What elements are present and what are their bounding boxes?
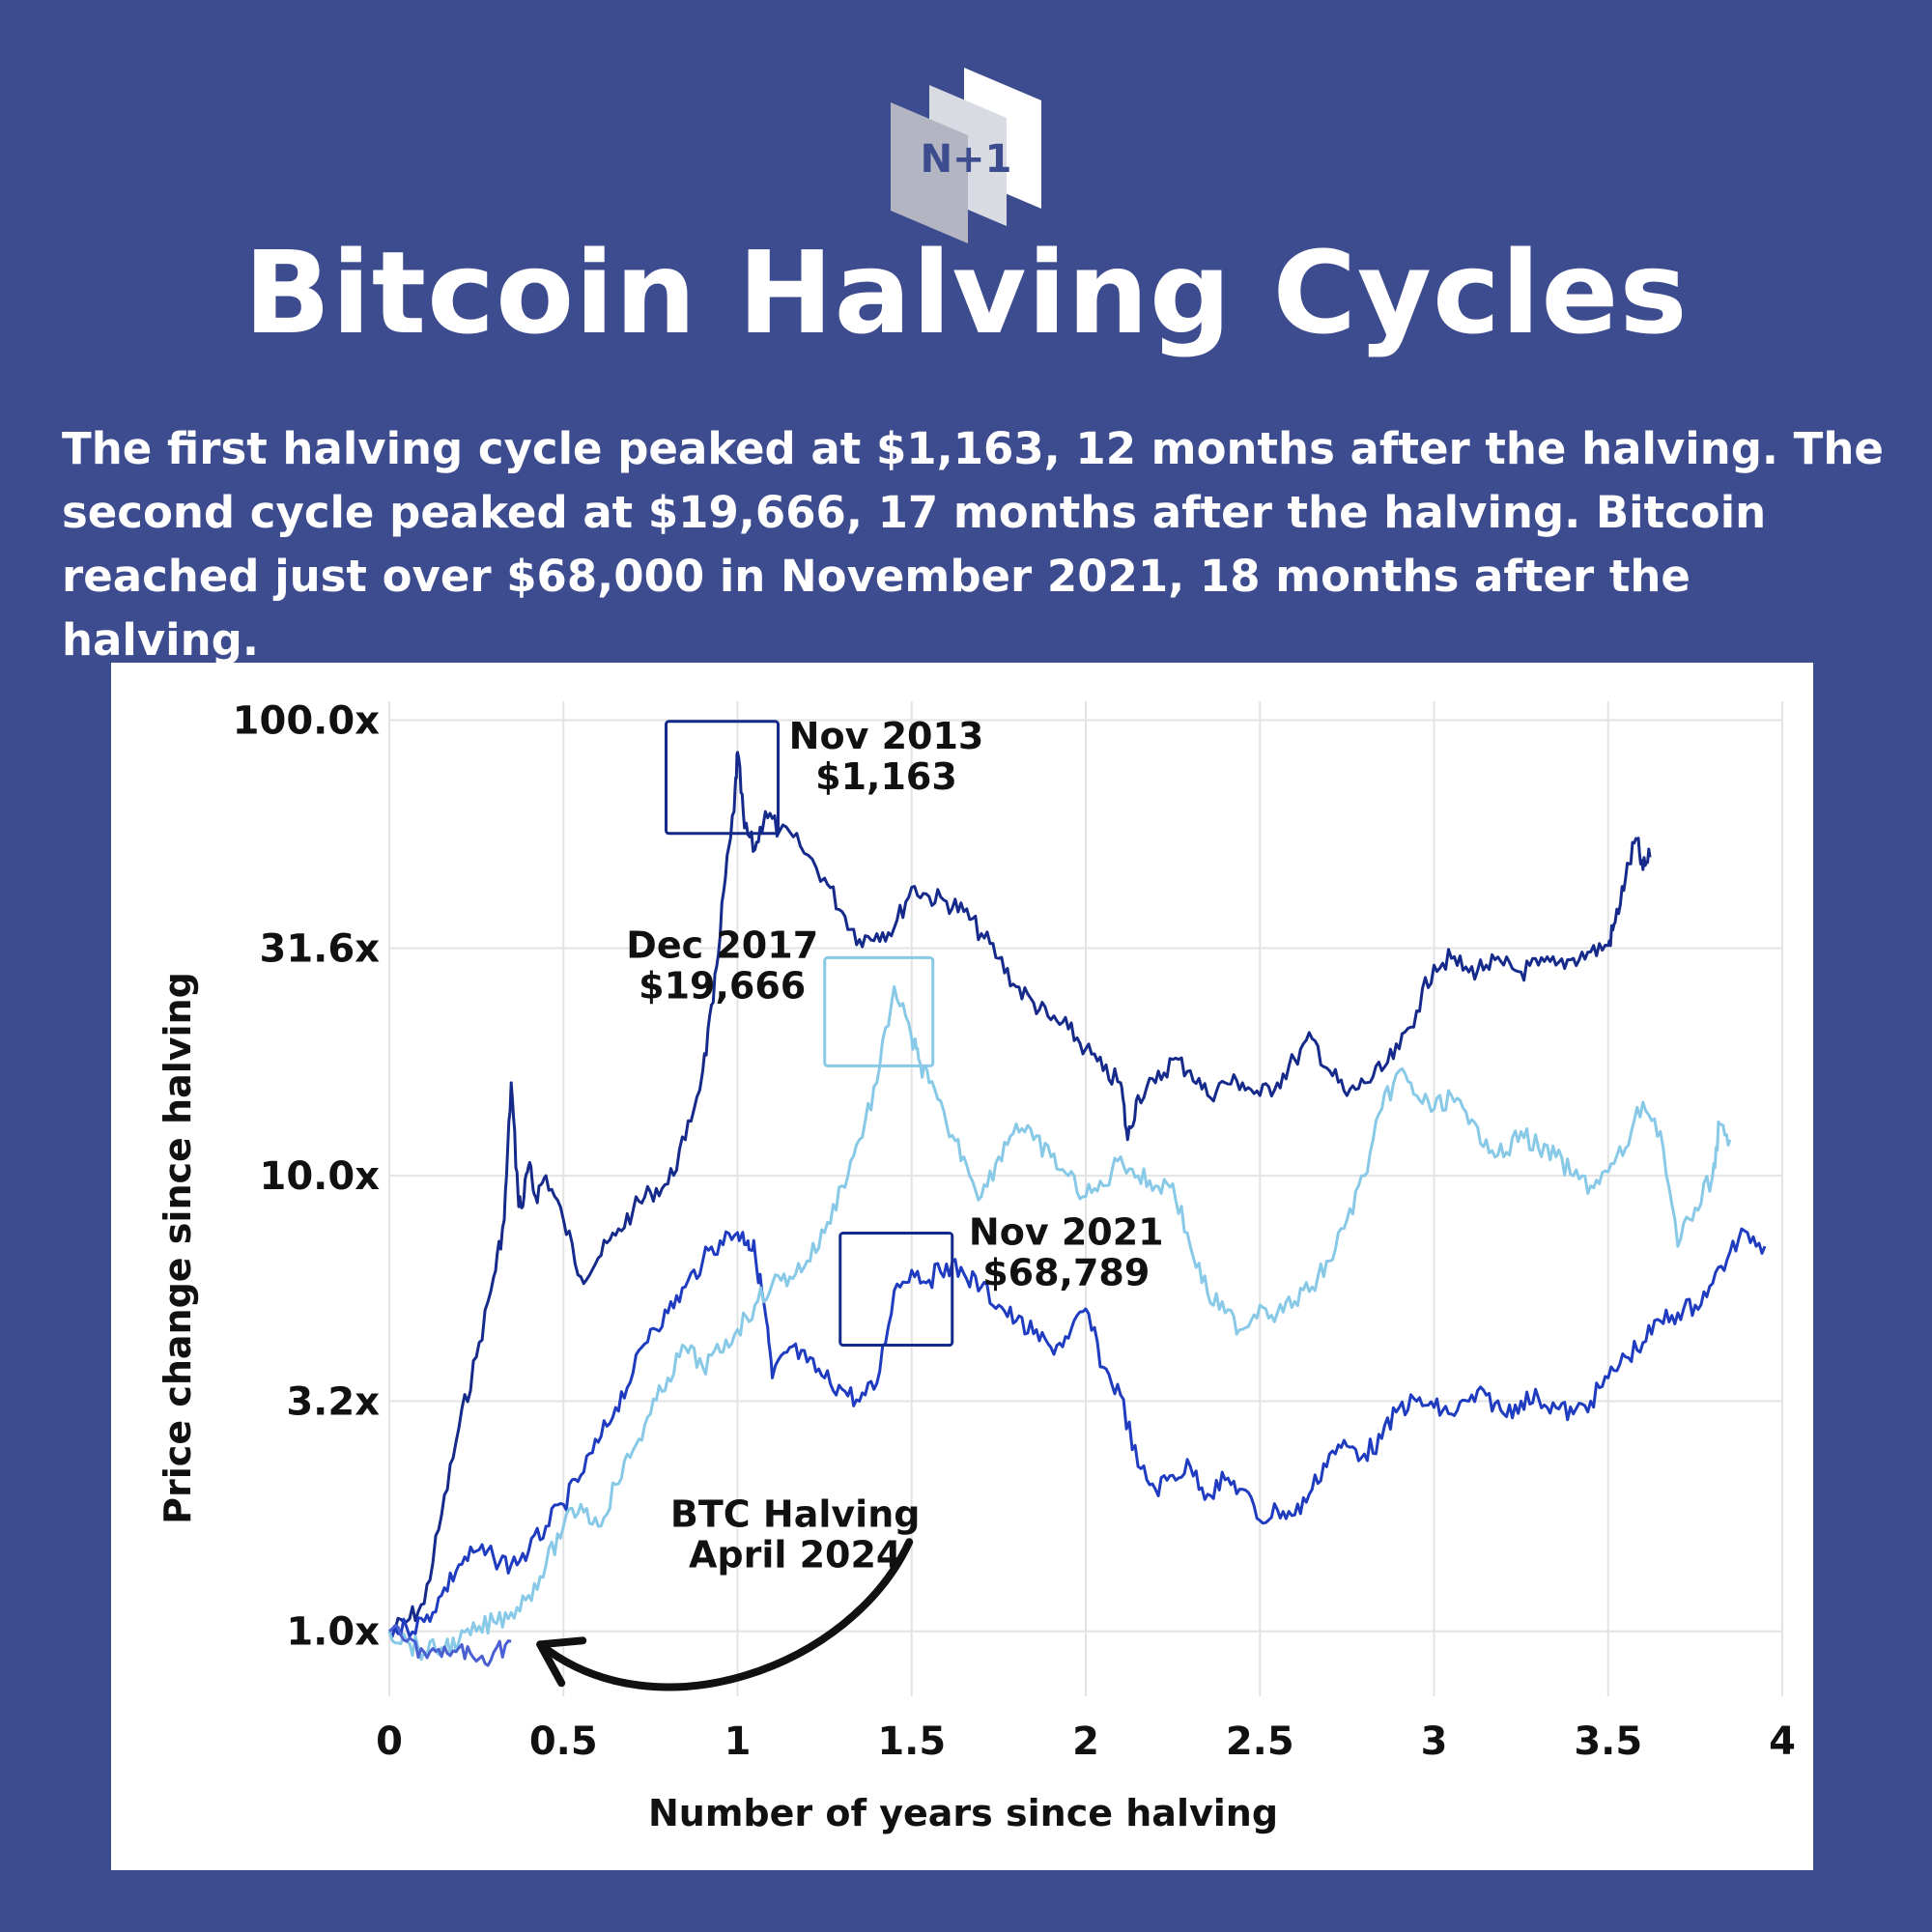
- y-tick-label: 1.0x: [286, 1610, 380, 1655]
- halving-arrow-head: [536, 1636, 587, 1688]
- page-subtitle: The first halving cycle peaked at $1,163…: [62, 417, 1897, 672]
- grid-layer: [388, 701, 1783, 1696]
- y-axis-label: Price change since halving: [156, 972, 199, 1524]
- x-axis-label: Number of years since halving: [648, 1792, 1278, 1834]
- annotation-btc-halving-line: April 2024: [689, 1533, 901, 1576]
- y-tick-label: 3.2x: [286, 1379, 380, 1424]
- subtitle-line-2: second cycle peaked at $19,666, 17 month…: [62, 487, 1767, 538]
- annotation-box-dec-2017: [823, 955, 935, 1067]
- annotation-btc-halving: BTC Halving April 2024: [670, 1492, 921, 1576]
- x-tick-label: 3.5: [1574, 1719, 1642, 1764]
- x-tick-label: 1: [724, 1719, 752, 1764]
- x-tick-label: 3: [1421, 1719, 1448, 1764]
- series-layer: [387, 751, 1767, 1667]
- halving-cycles-chart: Nov 2013 $1,163 Dec 2017 $19,666 Nov 2021 $68…: [156, 699, 1796, 1834]
- x-tick-label: 0.5: [529, 1719, 598, 1764]
- tick-layer: 0 0.5 1 1.5 2 2.5 3 3.5 4 1.0x 3.2x 10.0x 31.6x 100.0…: [233, 699, 1796, 1764]
- x-tick-label: 4: [1769, 1719, 1796, 1764]
- x-tick-label: 1.5: [877, 1719, 946, 1764]
- annotation-nov-2021: Nov 2021 $68,789: [969, 1211, 1164, 1294]
- chart-panel: Nov 2013 $1,163 Dec 2017 $19,666 Nov 2021 $68…: [111, 663, 1813, 1870]
- series-line-cycle-1: [388, 751, 1652, 1633]
- annotation-nov-2013-line: $1,163: [815, 755, 957, 798]
- annotation-nov-2021-line: Nov 2021: [969, 1211, 1164, 1254]
- annotation-box-nov-2021: [838, 1232, 954, 1348]
- y-tick-label: 100.0x: [233, 699, 381, 744]
- page-title: Bitcoin Halving Cycles: [243, 226, 1689, 359]
- annotation-layer: Nov 2013 $1,163 Dec 2017 $19,666 Nov 2021 $68…: [536, 715, 1164, 1691]
- annotation-dec-2017-line: $19,666: [639, 964, 806, 1007]
- logo-icon: N+1: [891, 68, 1041, 243]
- annotation-dec-2017: Dec 2017 $19,666: [626, 923, 818, 1007]
- annotation-nov-2013-line: Nov 2013: [789, 715, 984, 757]
- subtitle-line-1: The first halving cycle peaked at $1,163…: [62, 423, 1884, 474]
- x-tick-label: 2: [1072, 1719, 1099, 1764]
- series-line-cycle-3: [387, 1227, 1767, 1638]
- halving-arrow: [536, 1538, 914, 1691]
- logo-text: N+1: [921, 137, 1012, 182]
- annotation-dec-2017-line: Dec 2017: [626, 923, 818, 966]
- annotation-box-nov-2013: [665, 720, 780, 836]
- subtitle-line-3: reached just over $68,000 in November 20…: [62, 551, 1690, 666]
- y-tick-label: 10.0x: [260, 1154, 381, 1199]
- annotation-btc-halving-line: BTC Halving: [670, 1492, 921, 1535]
- series-line-cycle-2: [387, 984, 1732, 1662]
- x-tick-label: 2.5: [1226, 1719, 1294, 1764]
- y-tick-label: 31.6x: [260, 926, 381, 971]
- annotation-nov-2021-line: $68,789: [982, 1252, 1150, 1294]
- annotation-nov-2013: Nov 2013 $1,163: [789, 715, 984, 798]
- series-line-cycle-4: [388, 1624, 512, 1667]
- x-tick-label: 0: [376, 1719, 403, 1764]
